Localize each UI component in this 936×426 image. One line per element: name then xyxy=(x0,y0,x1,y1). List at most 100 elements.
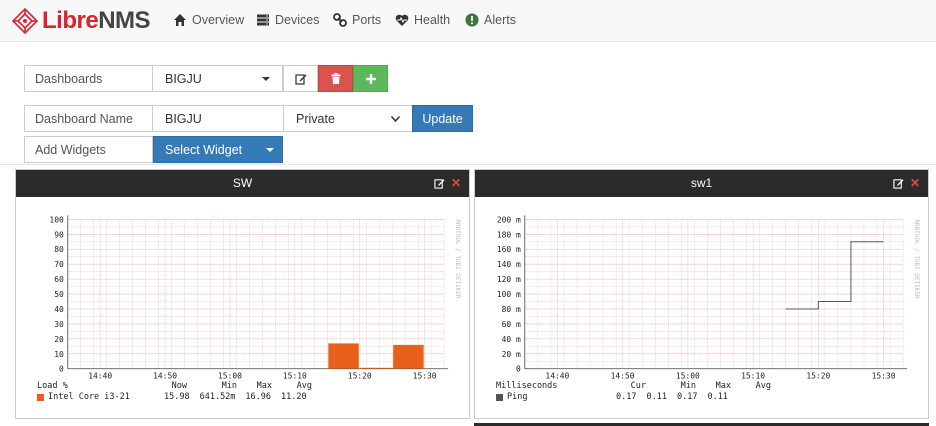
legend-header-cell: Cur xyxy=(630,381,646,391)
librenms-logo-icon xyxy=(12,8,38,34)
edit-icon[interactable] xyxy=(893,178,904,189)
edit-dashboard-button[interactable] xyxy=(283,65,318,92)
x-tick-label: 15:30 xyxy=(413,372,437,381)
chevron-down-icon xyxy=(262,76,270,81)
nav-devices[interactable]: Devices xyxy=(256,13,319,27)
next-widget-header xyxy=(474,423,929,426)
legend-value: 641.52m xyxy=(199,392,236,402)
widget-title: sw1 xyxy=(690,176,713,190)
delete-dashboard-button[interactable] xyxy=(318,65,353,92)
legend-value: 15.98 xyxy=(164,392,190,402)
dashboard-name-input[interactable]: BIGJU xyxy=(152,105,284,132)
legend-value: 0.11 xyxy=(646,392,667,402)
add-widgets-label: Add Widgets xyxy=(24,136,153,163)
nav-overview[interactable]: Overview xyxy=(173,13,244,27)
y-tick-label: 0 xyxy=(516,365,521,374)
y-tick-label: 20 xyxy=(54,335,64,344)
nav-alerts[interactable]: Alerts xyxy=(465,13,516,27)
home-icon xyxy=(174,14,186,26)
x-tick-label: 15:20 xyxy=(348,372,372,381)
heartbeat-icon xyxy=(395,14,409,26)
select-widget-button[interactable]: Select Widget xyxy=(153,136,283,163)
logo-text-nms: NMS xyxy=(98,7,151,34)
librenms-logo[interactable]: LibreNMS xyxy=(12,7,151,35)
legend-value: 0.17 xyxy=(616,392,637,402)
link-icon xyxy=(333,13,347,27)
y-tick-label: 70 xyxy=(54,260,64,269)
legend-header-cell: Load % xyxy=(37,381,68,391)
nav-alerts-label: Alerts xyxy=(484,13,516,27)
legend-value: 16.96 xyxy=(245,392,272,402)
x-tick-label: 15:10 xyxy=(741,372,765,381)
chevron-down-icon xyxy=(266,147,275,152)
legend-swatch xyxy=(496,393,503,401)
dashboard-select[interactable]: BIGJU xyxy=(152,65,283,92)
legend-swatch xyxy=(37,393,44,401)
exclamation-circle-icon xyxy=(465,13,479,27)
y-tick-label: 90 xyxy=(54,230,64,239)
x-tick-label: 15:00 xyxy=(218,372,242,381)
server-icon xyxy=(257,14,269,26)
legend-row: Intel Core i3-21 15.98 641.52m 16.96 11.20 xyxy=(37,392,357,402)
series-line xyxy=(785,241,884,310)
dashboard-name-label: Dashboard Name xyxy=(24,105,153,132)
data-bar xyxy=(393,344,424,369)
legend-header-cell: Avg xyxy=(755,381,771,391)
top-navbar: LibreNMS Overview Devices Ports Health A… xyxy=(0,0,936,42)
data-bar xyxy=(328,343,359,369)
nav-ports[interactable]: Ports xyxy=(333,13,381,27)
update-button[interactable]: Update xyxy=(412,105,473,132)
access-select[interactable]: Private xyxy=(283,105,413,132)
widget-header[interactable]: sw1 ✕ xyxy=(475,170,928,197)
legend-header-cell: Max xyxy=(715,381,731,391)
widget-sw: SW ✕ 100 90 80 70 60 50 40 30 20 10 0 14:40 14:50 15:… xyxy=(15,169,470,419)
nav-health[interactable]: Health xyxy=(395,13,450,27)
graph-legend: Milliseconds Cur Min Max Avg Ping 0.17 0.11 0.17… xyxy=(496,381,816,402)
y-tick-label: 30 xyxy=(54,320,64,329)
nav-overview-label: Overview xyxy=(192,13,245,27)
graph-legend: Load % Now Min Max Avg Intel Core i3-21 15.98 6… xyxy=(37,381,357,402)
select-widget-label: Select Widget xyxy=(165,142,243,157)
y-tick-label: 140 m xyxy=(497,260,521,269)
legend-series-name: Intel Core i3-21 xyxy=(48,392,130,402)
x-tick-label: 14:50 xyxy=(153,372,177,381)
legend-value: 11.20 xyxy=(281,392,307,402)
chevron-down-icon xyxy=(391,115,400,122)
logo-wordmark: LibreNMS xyxy=(42,7,151,35)
close-icon[interactable]: ✕ xyxy=(450,176,461,190)
x-tick-label: 14:40 xyxy=(88,372,112,381)
y-tick-label: 50 xyxy=(54,290,64,299)
graph-sw1: 200 m 180 m 160 m 140 m 120 m 100 m 80 m 60 m 40… xyxy=(497,215,920,381)
widget-header[interactable]: SW ✕ xyxy=(16,170,469,197)
y-tick-label: 40 xyxy=(54,305,64,314)
x-tick-label: 15:10 xyxy=(283,372,307,381)
y-tick-label: 10 xyxy=(54,350,64,359)
add-dashboard-button[interactable] xyxy=(353,65,388,92)
access-select-value: Private xyxy=(296,111,335,126)
legend-header-cell: Min xyxy=(221,381,237,391)
y-tick-label: 0 xyxy=(59,365,64,374)
x-tick-label: 15:00 xyxy=(676,372,700,381)
logo-text-libre: Libre xyxy=(42,7,99,34)
y-tick-label: 60 xyxy=(54,275,64,284)
nav-devices-label: Devices xyxy=(275,13,320,27)
edit-icon[interactable] xyxy=(434,178,445,189)
dashboard-select-value: BIGJU xyxy=(165,71,202,86)
y-tick-label: 100 m xyxy=(497,290,521,299)
dashboards-label: Dashboards xyxy=(24,65,153,92)
legend-series-name: Ping xyxy=(507,392,528,402)
close-icon[interactable]: ✕ xyxy=(909,176,920,190)
edit-icon xyxy=(294,73,306,85)
divider xyxy=(0,164,936,165)
legend-header: Milliseconds Cur Min Max Avg xyxy=(496,381,816,391)
legend-header-cell: Now xyxy=(171,381,187,391)
x-tick-label: 14:40 xyxy=(545,372,569,381)
rrdtool-watermark: RRDTOOL / TOBI OETIKER xyxy=(913,219,920,298)
y-tick-label: 40 m xyxy=(502,335,521,344)
legend-value: 0.17 xyxy=(676,392,698,402)
y-tick-label: 120 m xyxy=(497,275,521,284)
widget-title: SW xyxy=(232,176,253,190)
legend-header-cell: Milliseconds xyxy=(496,381,558,391)
legend-header-cell: Max xyxy=(256,381,272,391)
